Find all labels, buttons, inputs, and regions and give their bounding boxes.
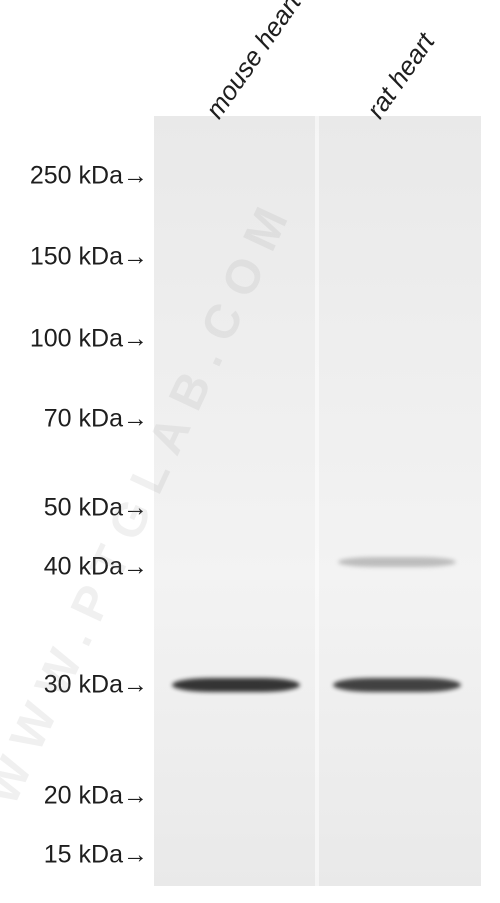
mw-marker: 100 kDa→ [30,325,148,354]
mw-marker: 50 kDa→ [44,494,148,523]
mw-marker: 20 kDa→ [44,782,148,811]
mw-marker: 150 kDa→ [30,243,148,272]
western-blot-figure: mouse heartrat heart 250 kDa→150 kDa→100… [0,0,500,903]
mw-marker: 40 kDa→ [44,553,148,582]
mw-marker: 15 kDa→ [44,841,148,870]
mw-marker: 70 kDa→ [44,405,148,434]
mw-marker: 30 kDa→ [44,671,148,700]
mw-marker: 250 kDa→ [30,162,148,191]
mw-labels: 250 kDa→ 150 kDa→ 100 kDa→ 70 kDa→ 50 kDa→ 40… [0,0,500,903]
